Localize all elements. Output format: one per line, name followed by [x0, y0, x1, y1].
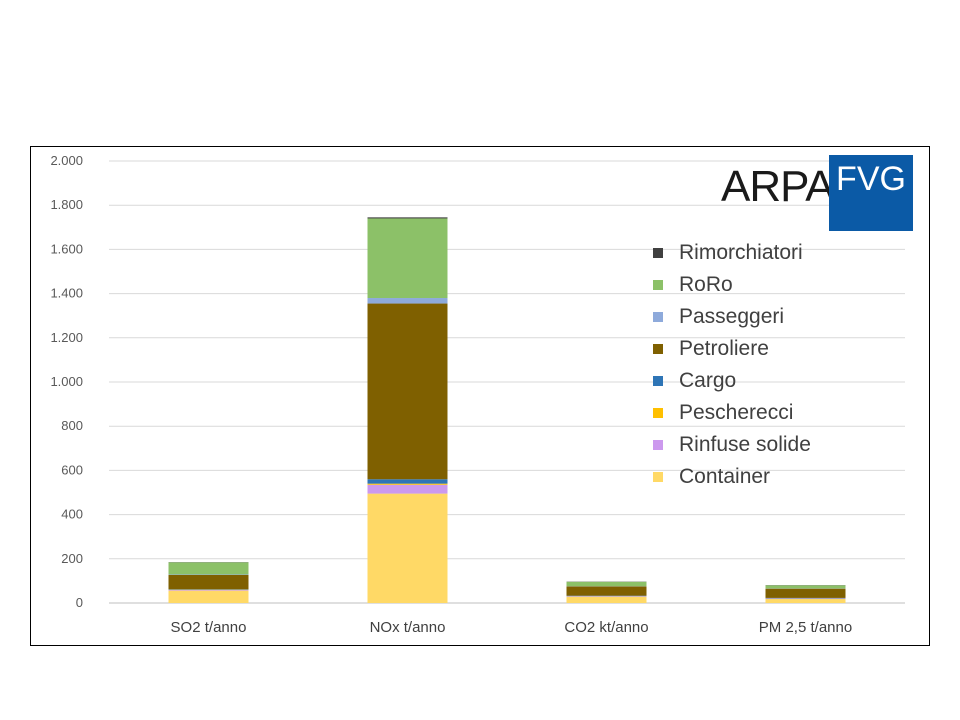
- x-category-label: SO2 t/anno: [171, 619, 247, 636]
- legend-label: Cargo: [679, 369, 737, 392]
- bar-segment-roro: [765, 585, 846, 589]
- y-tick-label: 800: [61, 418, 83, 433]
- bar-segment-petroliere: [765, 588, 846, 598]
- legend-label: Passeggeri: [679, 305, 785, 328]
- x-category-label: PM 2,5 t/anno: [759, 619, 852, 636]
- legend-label: RoRo: [679, 273, 733, 296]
- logo-text-fvg: FVG: [836, 160, 906, 198]
- legend-label: Petroliere: [679, 337, 769, 360]
- legend-swatch: [653, 312, 663, 322]
- legend-item: Rimorchiatori: [653, 237, 811, 269]
- x-category-label: CO2 kt/anno: [564, 619, 648, 636]
- legend-swatch: [653, 376, 663, 386]
- bar-segment-pescherecci: [367, 483, 448, 485]
- legend-swatch: [653, 248, 663, 258]
- y-tick-label: 1.200: [50, 330, 83, 345]
- y-tick-label: 0: [76, 595, 83, 610]
- legend-label: Container: [679, 465, 771, 488]
- x-category-label: NOx t/anno: [370, 619, 446, 636]
- bar-segment-roro: [566, 581, 647, 587]
- y-tick-label: 600: [61, 462, 83, 477]
- legend-item: Rinfuse solide: [653, 429, 811, 461]
- y-tick-label: 1.400: [50, 286, 83, 301]
- legend-label: Rimorchiatori: [679, 241, 803, 264]
- legend-label: Pescherecci: [679, 401, 794, 424]
- legend-swatch: [653, 472, 663, 482]
- bar-segment-rinfuse-solide: [168, 590, 249, 591]
- logo-text-arpa: ARPA: [721, 162, 835, 211]
- bar-segment-petroliere: [566, 586, 647, 596]
- arpa-fvg-logo: ARPA FVG: [721, 155, 913, 231]
- bar-segment-cargo: [367, 479, 448, 484]
- bar-segment-container: [566, 596, 647, 603]
- legend-item: RoRo: [653, 269, 811, 301]
- y-tick-label: 200: [61, 551, 83, 566]
- x-axis-categories: SO2 t/anno NOx t/anno CO2 kt/anno PM 2,5 t/…: [171, 619, 853, 636]
- legend-item: Pescherecci: [653, 397, 811, 429]
- gridlines: [109, 160, 905, 604]
- legend-swatch: [653, 344, 663, 354]
- legend-item: Container: [653, 461, 811, 493]
- legend-swatch: [653, 280, 663, 290]
- y-axis-ticks: 0 200 400 600 800 1.000 1.200 1.400 1.600 1.800 2.…: [50, 153, 83, 610]
- legend-item: Passeggeri: [653, 301, 811, 333]
- y-tick-label: 1.600: [50, 241, 83, 256]
- bar-segment-petroliere: [168, 574, 249, 590]
- y-tick-label: 2.000: [50, 153, 83, 168]
- legend-item: Cargo: [653, 365, 811, 397]
- bar-segment-container: [168, 590, 249, 603]
- logo-box-fvg: FVG: [829, 155, 913, 231]
- legend: Rimorchiatori RoRo Passeggeri Petroliere Car…: [653, 237, 811, 493]
- bar-segment-container: [765, 599, 846, 603]
- bar-segment-container: [367, 493, 448, 603]
- y-tick-label: 1.000: [50, 374, 83, 389]
- bar-segment-roro: [367, 218, 448, 299]
- y-tick-label: 1.800: [50, 197, 83, 212]
- bar-segment-passeggeri: [367, 298, 448, 304]
- legend-swatch: [653, 408, 663, 418]
- bar-segment-rinfuse-solide: [367, 484, 448, 494]
- bars: [168, 217, 846, 603]
- legend-item: Petroliere: [653, 333, 811, 365]
- legend-label: Rinfuse solide: [679, 433, 811, 456]
- y-tick-label: 400: [61, 507, 83, 522]
- stacked-bar-chart: 0 200 400 600 800 1.000 1.200 1.400 1.600 1.800 2.…: [50, 153, 905, 636]
- bar-segment-rimorchiatori: [367, 217, 448, 219]
- chart-frame: 0 200 400 600 800 1.000 1.200 1.400 1.600 1.800 2.…: [30, 146, 930, 646]
- bar-segment-petroliere: [367, 303, 448, 480]
- legend-swatch: [653, 440, 663, 450]
- bar-segment-roro: [168, 562, 249, 575]
